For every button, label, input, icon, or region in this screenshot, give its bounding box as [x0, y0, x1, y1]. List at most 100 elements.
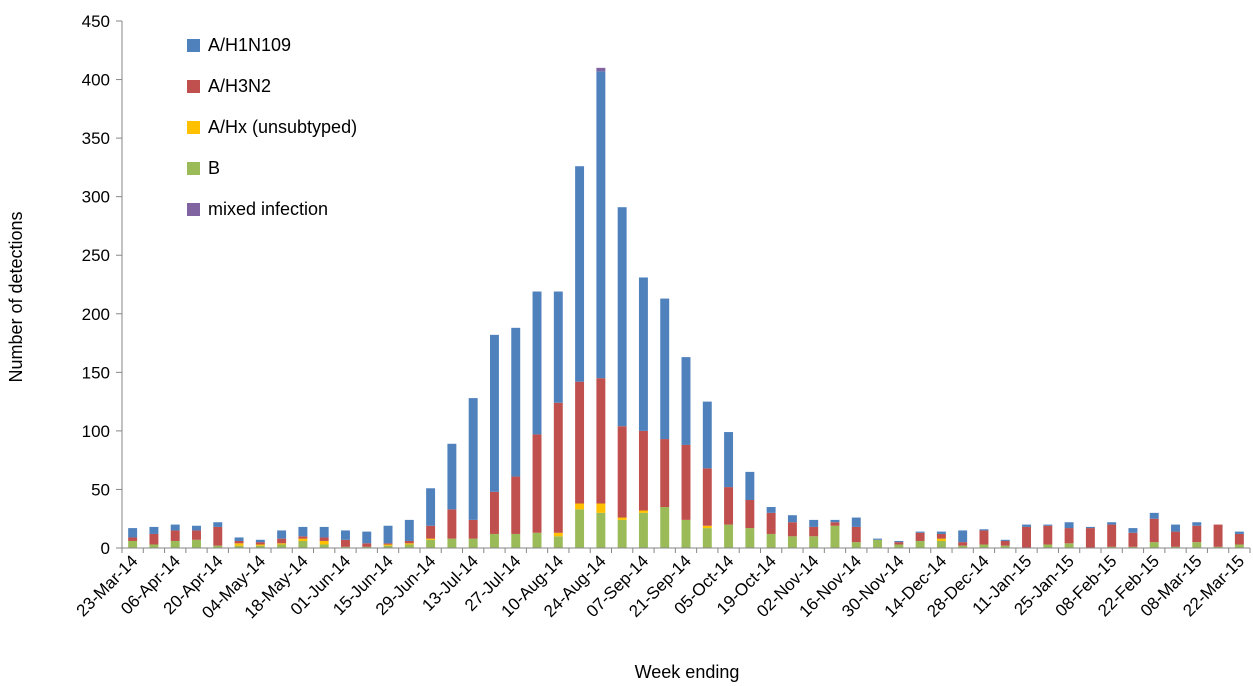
bar-segment [298, 526, 308, 537]
bar-segment [830, 522, 840, 526]
legend-label: mixed infection [208, 199, 328, 219]
y-tick-label: 400 [82, 71, 110, 90]
bar-segment [277, 543, 287, 545]
bar-segment [915, 540, 925, 548]
bar-segment [745, 499, 755, 529]
bar-segment [1234, 531, 1244, 534]
bar-segment [362, 546, 372, 548]
bar-segment [809, 526, 819, 537]
bar-segment [298, 536, 308, 539]
bar-segment [255, 545, 265, 548]
bar-segment [1085, 528, 1095, 548]
bar-segment [489, 334, 499, 492]
bar-segment [681, 444, 691, 520]
bar-segment [1128, 528, 1138, 533]
bar-segment [638, 430, 648, 511]
bar-segment [532, 434, 542, 533]
bar-segment [617, 207, 627, 427]
legend-swatch [187, 203, 200, 216]
bar-segment [702, 528, 712, 548]
bar-segment [447, 509, 457, 539]
bar-segment [1149, 542, 1159, 548]
bar-segment [447, 443, 457, 510]
bar-segment [170, 530, 180, 541]
bar-segment [681, 519, 691, 548]
bar-segment [617, 426, 627, 518]
bar-segment [1000, 539, 1010, 541]
bar-segment [1213, 546, 1223, 548]
legend-label: B [208, 158, 220, 178]
bar-segment [468, 398, 478, 520]
bars-layer [128, 67, 1244, 548]
bar-segment [1022, 526, 1031, 548]
bar-segment [192, 539, 201, 548]
legend-label: A/H1N109 [208, 35, 291, 55]
bar-segment [596, 378, 606, 504]
bar-segment [128, 540, 138, 548]
bar-segment [915, 532, 925, 541]
bar-segment [1171, 531, 1180, 547]
bar-segment [1043, 525, 1053, 545]
bar-segment [170, 524, 180, 531]
bar-segment [915, 531, 925, 533]
bar-segment [1171, 546, 1180, 548]
y-tick-label: 0 [101, 539, 110, 558]
bar-segment [341, 546, 350, 548]
bar-segment [426, 488, 436, 526]
bar-segment [319, 540, 329, 545]
bar-segment [638, 510, 648, 513]
bar-segment [383, 525, 393, 544]
bar-segment [213, 522, 223, 527]
bar-segment [149, 533, 159, 545]
bar-segment [638, 277, 648, 431]
bar-segment [702, 468, 712, 526]
y-tick-label: 200 [82, 305, 110, 324]
y-axis-title: Number of detections [6, 211, 26, 382]
bar-segment [936, 531, 946, 534]
x-axis-title: Week ending [635, 662, 740, 682]
bar-segment [341, 539, 350, 547]
bar-segment [596, 512, 606, 548]
bar-segment [362, 543, 372, 547]
bar-segment [234, 540, 244, 544]
legend-swatch [187, 121, 200, 134]
bar-segment [1022, 524, 1031, 527]
bar-segment [468, 538, 478, 548]
bar-segment [1213, 524, 1223, 547]
bar-segment [617, 519, 627, 548]
bar-segment [1234, 533, 1244, 545]
bar-segment [298, 540, 308, 548]
bar-segment [447, 538, 457, 548]
bar-segment [724, 524, 734, 548]
y-tick-label: 450 [82, 12, 110, 31]
legend-swatch [187, 39, 200, 52]
bar-segment [894, 544, 904, 548]
bar-segment [851, 517, 861, 527]
bar-segment [404, 543, 414, 545]
bar-segment [149, 544, 159, 548]
bar-segment [745, 471, 755, 500]
bar-segment [277, 530, 287, 539]
bar-segment [426, 525, 436, 539]
bar-segment [936, 533, 946, 539]
bar-segment [830, 525, 840, 548]
bar-segment [660, 298, 670, 440]
bar-segment [277, 544, 287, 548]
bar-segment [319, 544, 329, 548]
bar-segment [149, 526, 159, 534]
bar-segment [1192, 525, 1202, 543]
bar-segment [702, 525, 712, 529]
bar-segment [404, 540, 414, 544]
bar-segment [532, 291, 542, 435]
bar-segment [936, 540, 946, 548]
legend-label: A/H3N2 [208, 76, 271, 96]
bar-segment [575, 381, 585, 504]
bar-segment [851, 542, 861, 548]
bar-segment [894, 542, 904, 545]
bar-segment [596, 503, 606, 513]
bar-segment [1192, 522, 1202, 526]
y-tick-label: 50 [91, 480, 110, 499]
